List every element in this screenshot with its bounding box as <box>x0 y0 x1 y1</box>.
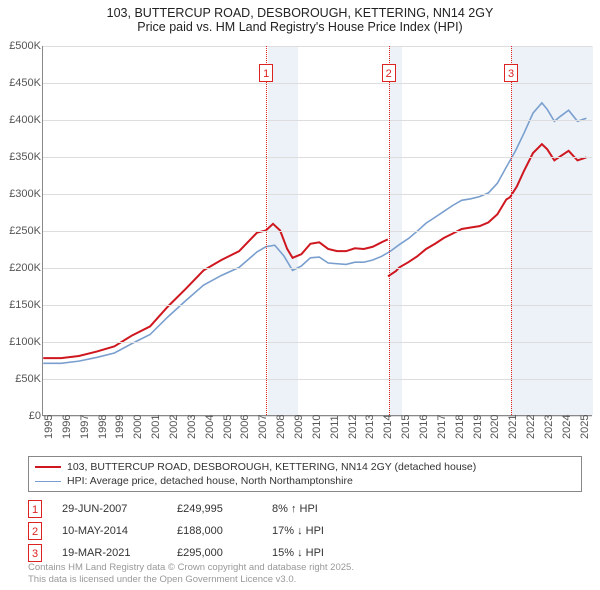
legend-swatch <box>35 481 61 482</box>
sale-diff: 8% ↑ HPI <box>272 503 352 515</box>
sales-table: 1 29-JUN-2007 £249,995 8% ↑ HPI 2 10-MAY… <box>28 498 352 564</box>
x-tick-label: 2019 <box>472 415 484 439</box>
x-tick-label: 2002 <box>168 415 180 439</box>
x-tick-label: 2011 <box>329 415 341 439</box>
y-tick-label: £0 <box>1 410 41 422</box>
y-tick-label: £500K <box>1 40 41 52</box>
sale-vline <box>389 46 390 415</box>
x-tick-label: 1999 <box>114 415 126 439</box>
x-tick-label: 1995 <box>43 415 55 439</box>
sale-marker: 3 <box>28 544 42 562</box>
sale-marker: 1 <box>28 500 42 518</box>
x-tick-label: 2008 <box>275 415 287 439</box>
series-line <box>43 103 586 363</box>
gridline-h <box>43 194 592 195</box>
sale-diff: 15% ↓ HPI <box>272 547 352 559</box>
chart-container: 103, BUTTERCUP ROAD, DESBOROUGH, KETTERI… <box>0 0 600 590</box>
attribution-line-2: This data is licensed under the Open Gov… <box>28 574 354 586</box>
title-line-1: 103, BUTTERCUP ROAD, DESBOROUGH, KETTERI… <box>0 6 600 20</box>
gridline-h <box>43 342 592 343</box>
x-tick-label: 2024 <box>561 415 573 439</box>
x-tick-label: 2021 <box>507 415 519 439</box>
y-tick-label: £50K <box>1 373 41 385</box>
y-tick-label: £350K <box>1 151 41 163</box>
legend-swatch <box>35 466 61 468</box>
sale-diff: 17% ↓ HPI <box>272 525 352 537</box>
gridline-h <box>43 157 592 158</box>
sale-row: 3 19-MAR-2021 £295,000 15% ↓ HPI <box>28 542 352 564</box>
x-tick-label: 2023 <box>543 415 555 439</box>
x-tick-label: 1996 <box>61 415 73 439</box>
series-line <box>388 144 586 276</box>
x-tick-label: 2009 <box>293 415 305 439</box>
x-tick-label: 2017 <box>436 415 448 439</box>
sale-price: £188,000 <box>177 525 252 537</box>
legend-label: 103, BUTTERCUP ROAD, DESBOROUGH, KETTERI… <box>67 461 476 473</box>
x-tick-label: 2007 <box>257 415 269 439</box>
legend-item: 103, BUTTERCUP ROAD, DESBOROUGH, KETTERI… <box>35 460 575 474</box>
plot-area: £0£50K£100K£150K£200K£250K£300K£350K£400… <box>42 46 592 416</box>
x-tick-label: 2022 <box>525 415 537 439</box>
y-tick-label: £150K <box>1 299 41 311</box>
sale-date: 19-MAR-2021 <box>62 547 157 559</box>
y-tick-label: £100K <box>1 336 41 348</box>
legend: 103, BUTTERCUP ROAD, DESBOROUGH, KETTERI… <box>28 456 582 492</box>
x-tick-label: 2025 <box>579 415 591 439</box>
x-tick-label: 2012 <box>347 415 359 439</box>
series-line <box>43 224 388 358</box>
y-tick-label: £200K <box>1 262 41 274</box>
x-tick-label: 2004 <box>204 415 216 439</box>
x-tick-label: 1998 <box>97 415 109 439</box>
x-tick-label: 2013 <box>364 415 376 439</box>
x-tick-label: 1997 <box>79 415 91 439</box>
y-tick-label: £450K <box>1 77 41 89</box>
chart-title: 103, BUTTERCUP ROAD, DESBOROUGH, KETTERI… <box>0 0 600 36</box>
gridline-h <box>43 83 592 84</box>
sale-marker-on-chart: 3 <box>504 64 518 82</box>
sale-price: £295,000 <box>177 547 252 559</box>
attribution: Contains HM Land Registry data © Crown c… <box>28 562 354 586</box>
y-tick-label: £250K <box>1 225 41 237</box>
legend-item: HPI: Average price, detached house, Nort… <box>35 474 575 488</box>
gridline-h <box>43 379 592 380</box>
gridline-h <box>43 305 592 306</box>
sale-date: 29-JUN-2007 <box>62 503 157 515</box>
x-tick-label: 2010 <box>311 415 323 439</box>
gridline-h <box>43 268 592 269</box>
x-tick-label: 2001 <box>150 415 162 439</box>
gridline-h <box>43 120 592 121</box>
x-tick-label: 2016 <box>418 415 430 439</box>
x-tick-label: 2020 <box>489 415 501 439</box>
attribution-line-1: Contains HM Land Registry data © Crown c… <box>28 562 354 574</box>
sale-row: 1 29-JUN-2007 £249,995 8% ↑ HPI <box>28 498 352 520</box>
x-tick-label: 2014 <box>382 415 394 439</box>
sale-marker: 2 <box>28 522 42 540</box>
y-tick-label: £300K <box>1 188 41 200</box>
y-tick-label: £400K <box>1 114 41 126</box>
sale-price: £249,995 <box>177 503 252 515</box>
legend-label: HPI: Average price, detached house, Nort… <box>67 475 353 487</box>
x-tick-label: 2005 <box>222 415 234 439</box>
sale-vline <box>266 46 267 415</box>
x-tick-label: 2000 <box>132 415 144 439</box>
x-tick-label: 2003 <box>186 415 198 439</box>
sale-row: 2 10-MAY-2014 £188,000 17% ↓ HPI <box>28 520 352 542</box>
x-tick-label: 2006 <box>239 415 251 439</box>
gridline-h <box>43 231 592 232</box>
gridline-h <box>43 46 592 47</box>
sale-marker-on-chart: 2 <box>382 64 396 82</box>
sale-marker-on-chart: 1 <box>259 64 273 82</box>
title-line-2: Price paid vs. HM Land Registry's House … <box>0 20 600 34</box>
sale-vline <box>511 46 512 415</box>
x-tick-label: 2015 <box>400 415 412 439</box>
x-tick-label: 2018 <box>454 415 466 439</box>
sale-date: 10-MAY-2014 <box>62 525 157 537</box>
